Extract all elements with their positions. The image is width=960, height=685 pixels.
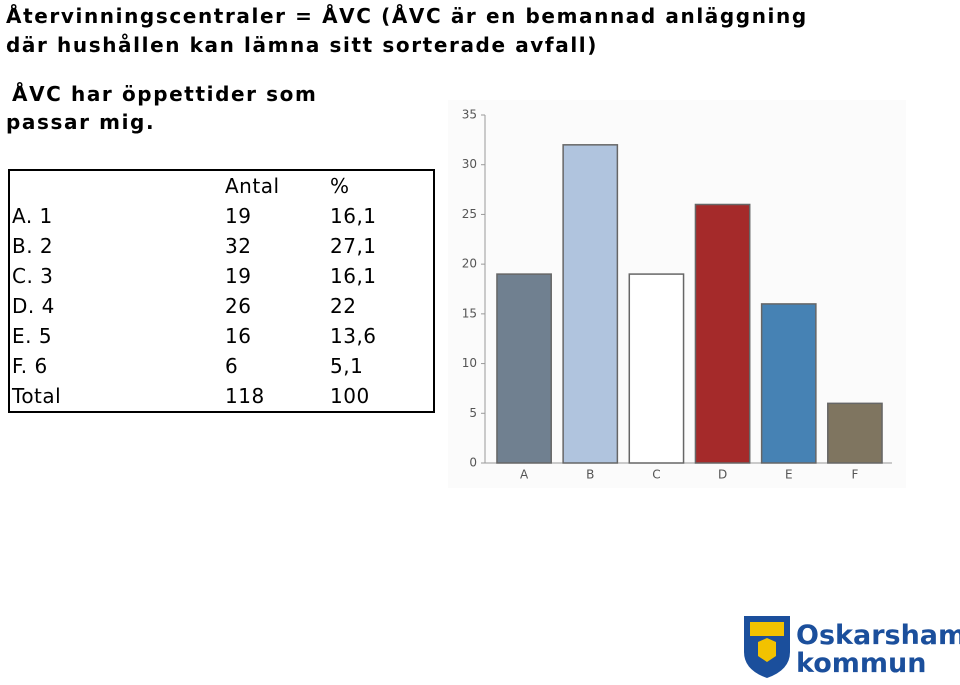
table-cell: A. 1: [8, 201, 223, 231]
x-tick-label: F: [851, 468, 858, 482]
table-cell: 22: [328, 291, 435, 321]
table-cell: [8, 169, 223, 201]
title: Återvinningscentraler = ÅVC (ÅVC är en b…: [6, 4, 808, 57]
logo-text: Oskarshamns: [796, 620, 960, 651]
table-cell: B. 2: [8, 231, 223, 261]
table-row: F. 6 6 5,1: [8, 351, 435, 381]
bar: [694, 203, 751, 464]
logo: Oskarshamns kommun: [744, 616, 960, 679]
question: ÅVC har öppettider som passar mig.: [6, 82, 318, 134]
table-cell: 5,1: [328, 351, 435, 381]
table-cell: 118: [223, 381, 328, 413]
table-cell: 19: [225, 204, 252, 228]
table-cell: 100: [328, 381, 435, 413]
logo-text: kommun: [796, 648, 927, 679]
bar: [562, 144, 619, 464]
table-cell: 16: [225, 324, 252, 348]
table-cell: 19: [225, 264, 252, 288]
table-cell: 32: [225, 234, 252, 258]
data-table: Antal% A. 1 19 16,1 B. 2 32 27,1 C. 3 19 16,1 D. 4…: [8, 169, 435, 413]
bar: [628, 273, 685, 464]
table-cell: Antal: [223, 169, 328, 201]
table-row: D. 4 26 22: [8, 291, 435, 321]
table-row: B. 2 32 27,1: [8, 231, 435, 261]
table-cell: E. 5: [8, 321, 223, 351]
table-row: Total 118 100: [8, 381, 435, 413]
table-cell: C. 3: [8, 261, 223, 291]
y-tick-label: 15: [462, 306, 477, 320]
table-cell: Total: [8, 381, 223, 413]
table-row: Antal%: [8, 169, 435, 201]
table-cell: %: [328, 169, 435, 201]
x-tick-label: B: [586, 468, 594, 482]
logo-emblem: [758, 638, 776, 662]
table-cell: 27,1: [328, 231, 435, 261]
y-tick-label: 35: [462, 108, 477, 122]
table-cell: 26: [225, 294, 252, 318]
table-cell: 16,1: [328, 261, 435, 291]
table-row: E. 5 16 13,6: [8, 321, 435, 351]
table-cell: 16,1: [328, 201, 435, 231]
table-cell: 13,6: [328, 321, 435, 351]
y-tick-label: 30: [462, 157, 477, 171]
table-cell: 6: [225, 354, 239, 378]
y-tick-label: 25: [462, 207, 477, 221]
x-tick-label: D: [718, 468, 727, 482]
bar: [496, 273, 552, 464]
y-tick-label: 5: [469, 406, 477, 420]
x-tick-label: E: [785, 468, 793, 482]
chart: 0 5 10 15 20 25 30 35 A B C D E F: [448, 100, 906, 488]
bar: [760, 303, 817, 464]
table-cell: D. 4: [8, 291, 223, 321]
logo-crown: [750, 622, 784, 636]
table-cell: F. 6: [8, 351, 223, 381]
bar: [827, 402, 883, 464]
y-tick-label: 20: [462, 257, 477, 271]
x-tick-label: C: [652, 468, 660, 482]
table-row: A. 1 19 16,1: [8, 201, 435, 231]
x-tick-label: A: [520, 468, 529, 482]
table-row: C. 3 19 16,1: [8, 261, 435, 291]
y-tick-label: 0: [469, 456, 477, 470]
y-tick-label: 10: [462, 356, 477, 370]
